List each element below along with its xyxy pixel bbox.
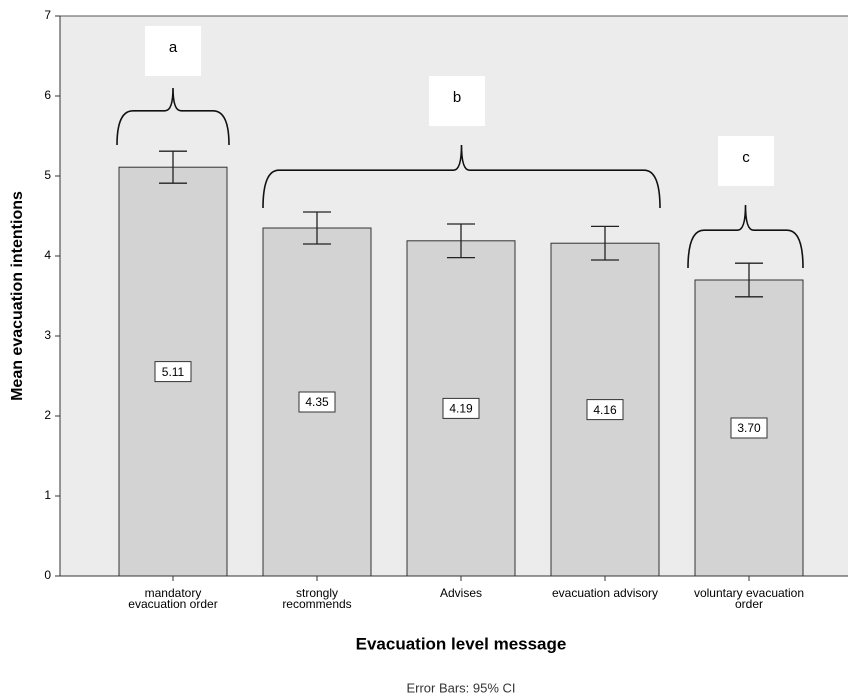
annotation-box — [429, 76, 485, 126]
value-label: 4.16 — [593, 403, 617, 417]
annotation-brace — [262, 144, 661, 209]
value-label-box — [730, 417, 768, 439]
annotation-label: a — [169, 39, 178, 56]
x-tick-label: Advises — [439, 586, 483, 600]
x-tick-label: voluntary evacuation order — [693, 586, 805, 611]
value-label-box — [154, 361, 192, 383]
value-label: 3.70 — [737, 421, 761, 435]
y-tick-label: 0 — [44, 568, 51, 582]
x-tick-label: strongly recommends — [282, 586, 352, 611]
error-bar — [735, 262, 763, 298]
annotation-label: c — [742, 149, 750, 166]
y-tick-label: 1 — [44, 488, 51, 502]
annotation-box — [718, 136, 774, 186]
y-tick-label: 5 — [44, 168, 51, 182]
y-axis-label: Mean evacuation intentions — [9, 191, 26, 401]
y-tick-label: 2 — [44, 408, 51, 422]
value-label-box — [586, 399, 624, 421]
error-bar — [447, 223, 475, 259]
error-bar — [159, 150, 187, 184]
annotation-brace — [687, 204, 804, 269]
value-label: 4.19 — [449, 402, 473, 416]
annotation-label: b — [453, 89, 461, 106]
value-label-box — [298, 391, 336, 413]
footnote: Error Bars: 95% CI — [406, 680, 515, 695]
x-tick-label: mandatory evacuation order — [128, 586, 218, 611]
y-tick-label: 3 — [44, 328, 51, 342]
y-tick-label: 4 — [44, 248, 51, 262]
error-bar — [591, 225, 619, 261]
value-label-box — [442, 397, 480, 419]
annotation-brace — [116, 87, 230, 146]
error-bar — [303, 211, 331, 245]
y-tick-label: 6 — [44, 88, 51, 102]
x-tick-label: evacuation advisory — [551, 586, 659, 600]
x-axis-label: Evacuation level message — [356, 634, 567, 653]
y-tick-label: 7 — [44, 8, 51, 22]
value-label: 4.35 — [305, 395, 329, 409]
annotation-box — [145, 26, 201, 76]
value-label: 5.11 — [162, 365, 185, 379]
